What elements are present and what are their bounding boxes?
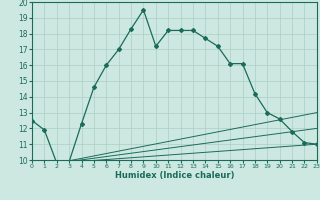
X-axis label: Humidex (Indice chaleur): Humidex (Indice chaleur) [115,171,234,180]
